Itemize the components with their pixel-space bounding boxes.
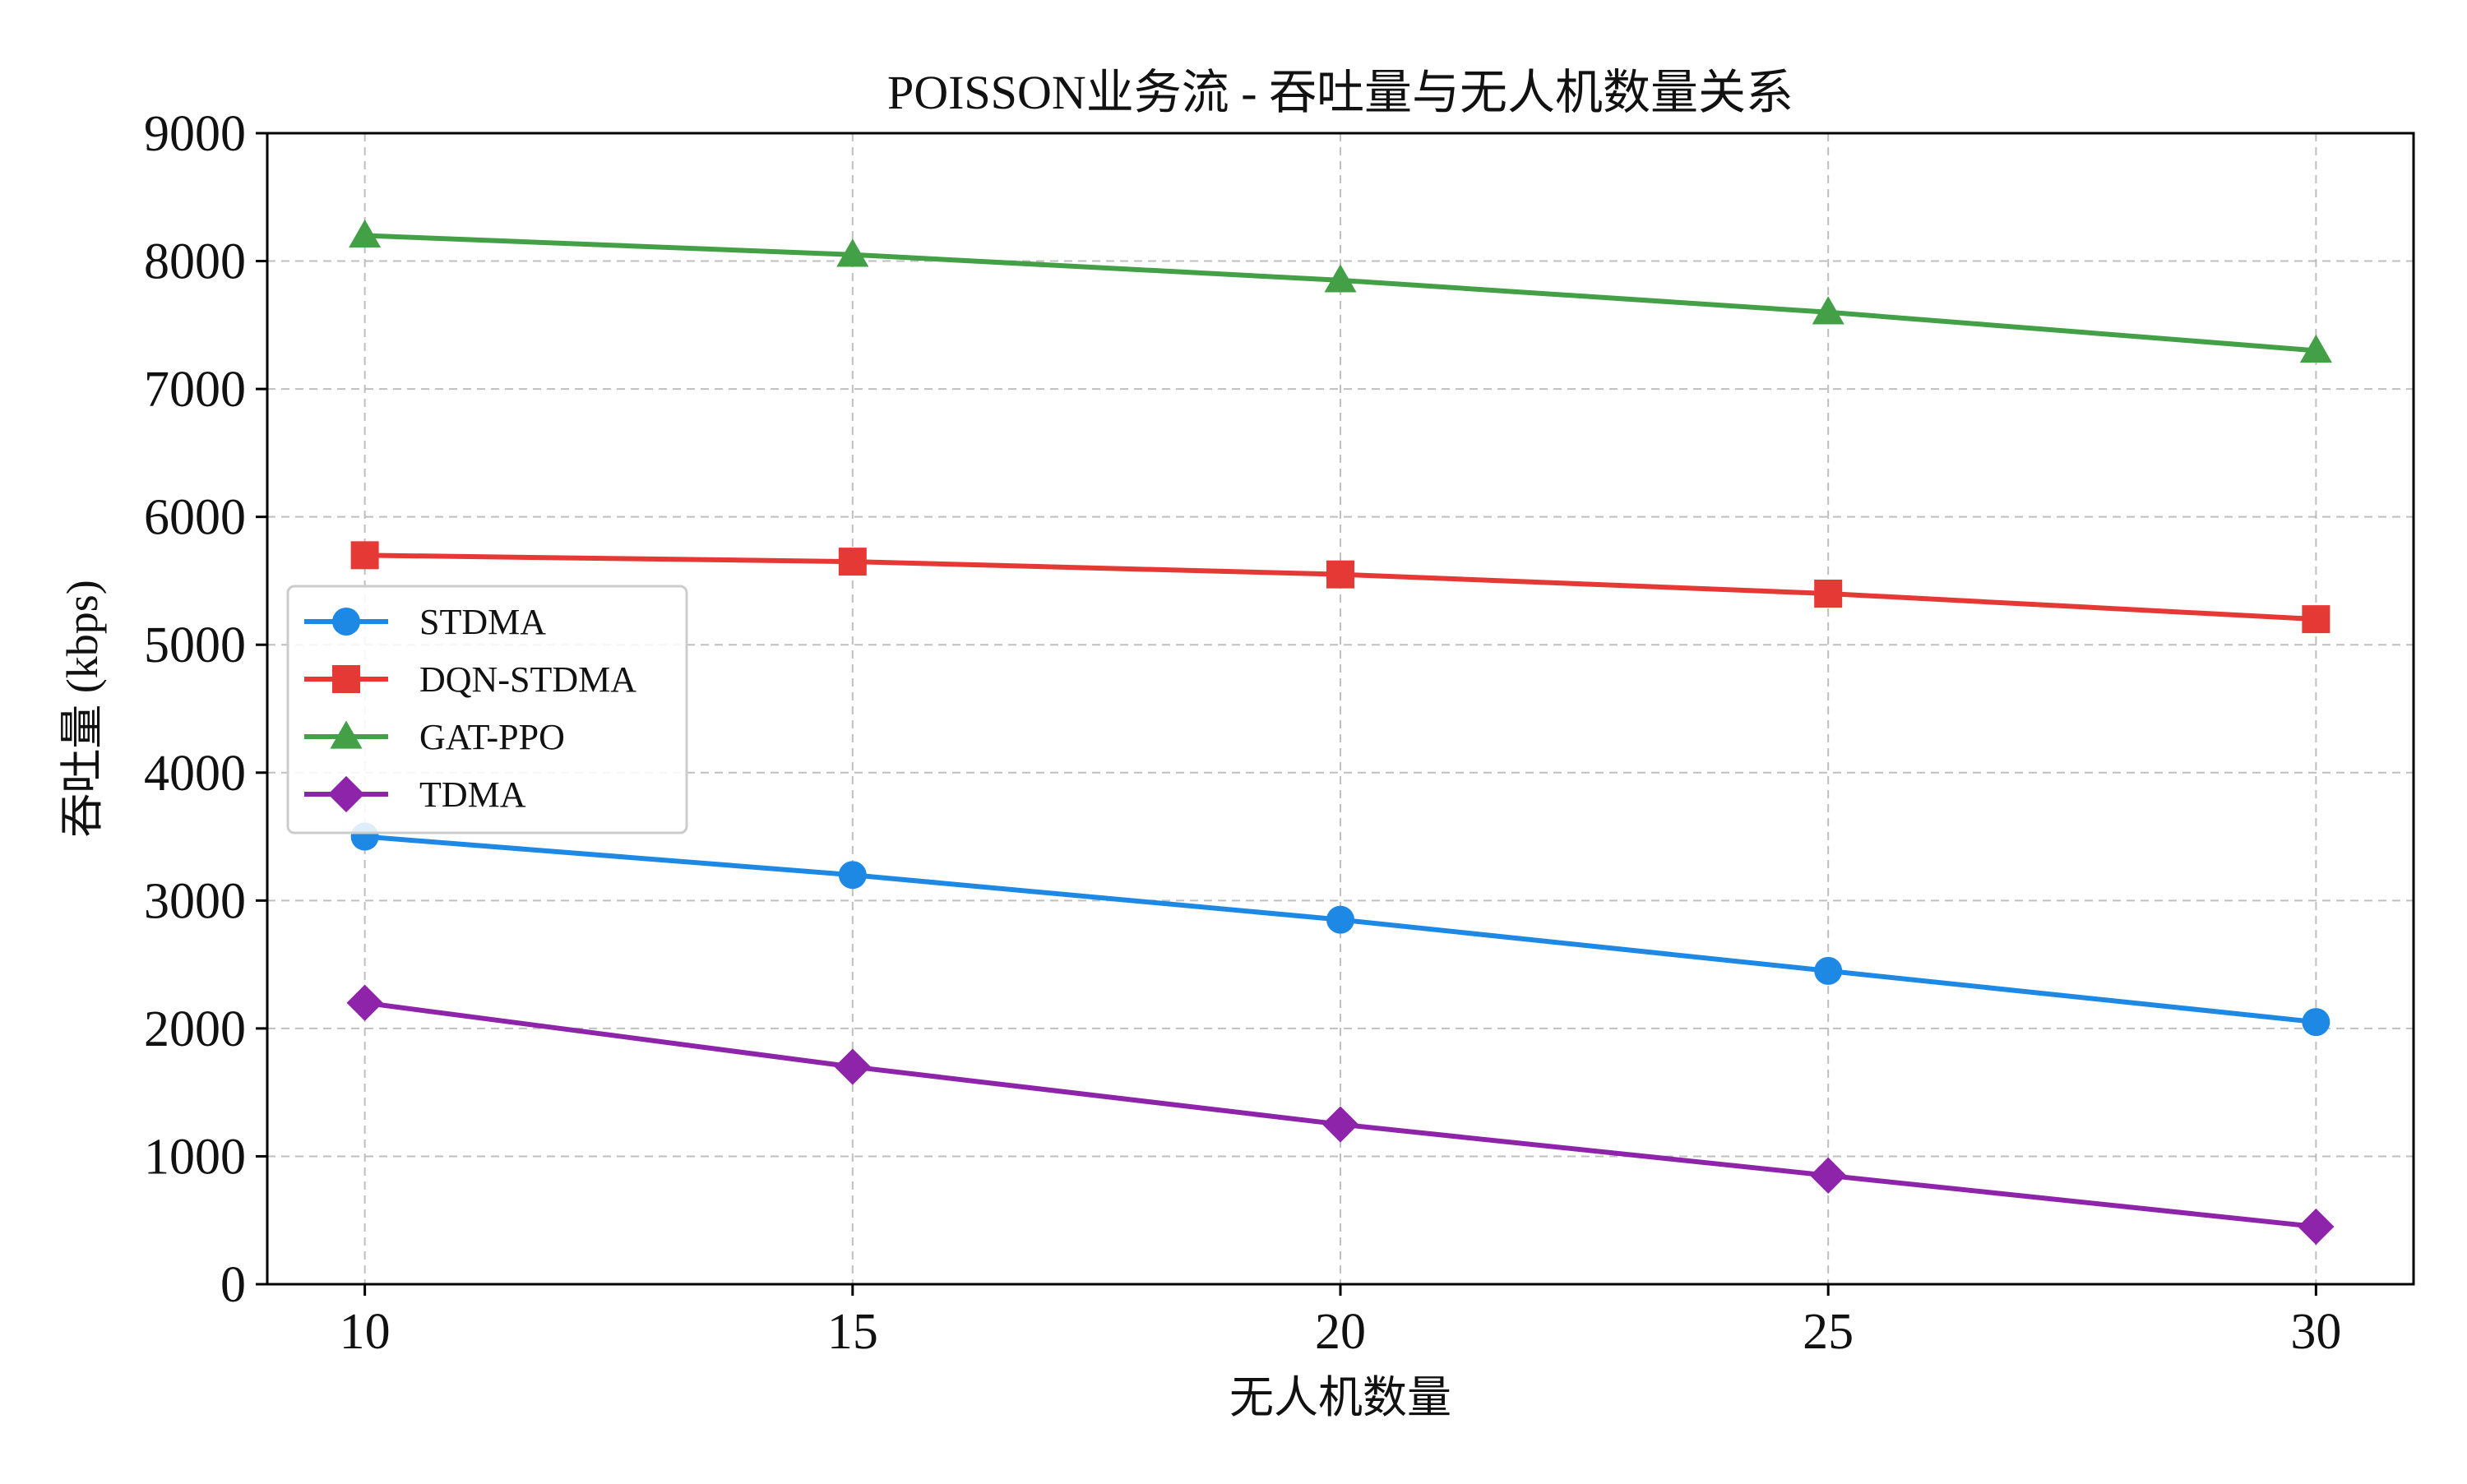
x-axis-label: 无人机数量 <box>1229 1373 1451 1422</box>
legend-label: STDMA <box>419 602 546 642</box>
data-point <box>2302 1008 2330 1036</box>
y-tick-label: 1000 <box>144 1129 246 1185</box>
y-tick-label: 0 <box>220 1257 246 1313</box>
y-tick-label: 9000 <box>144 106 246 162</box>
legend: STDMA DQN-STDMA GAT-PPO TDMA <box>288 586 687 833</box>
x-tick-label: 20 <box>1315 1304 1366 1360</box>
chart-title: POISSON业务流 - 吞吐量与无人机数量关系 <box>887 66 1794 119</box>
y-tick-label: 6000 <box>144 490 246 546</box>
y-tick-label: 3000 <box>144 873 246 929</box>
legend-label: DQN-STDMA <box>419 659 636 700</box>
data-point <box>1326 561 1354 589</box>
y-tick-label: 8000 <box>144 234 246 290</box>
data-point <box>2302 605 2330 633</box>
data-point <box>351 541 379 569</box>
data-point <box>839 861 867 889</box>
x-tick-label: 25 <box>1803 1304 1854 1360</box>
data-point <box>1814 580 1842 608</box>
legend-swatch-marker <box>332 665 360 693</box>
y-axis-label: 吞吐量 (kbps) <box>58 580 107 837</box>
x-tick-label: 15 <box>827 1304 878 1360</box>
y-tick-label: 7000 <box>144 362 246 418</box>
legend-swatch-marker <box>332 608 360 636</box>
legend-label: TDMA <box>419 774 526 815</box>
x-tick-label: 10 <box>340 1304 391 1360</box>
data-point <box>839 548 867 576</box>
y-tick-label: 4000 <box>144 746 246 802</box>
data-point <box>1814 957 1842 985</box>
legend-label: GAT-PPO <box>419 717 565 757</box>
data-point <box>1326 906 1354 934</box>
y-tick-label: 2000 <box>144 1001 246 1057</box>
x-tick-label: 30 <box>2290 1304 2341 1360</box>
y-tick-label: 5000 <box>144 617 246 673</box>
